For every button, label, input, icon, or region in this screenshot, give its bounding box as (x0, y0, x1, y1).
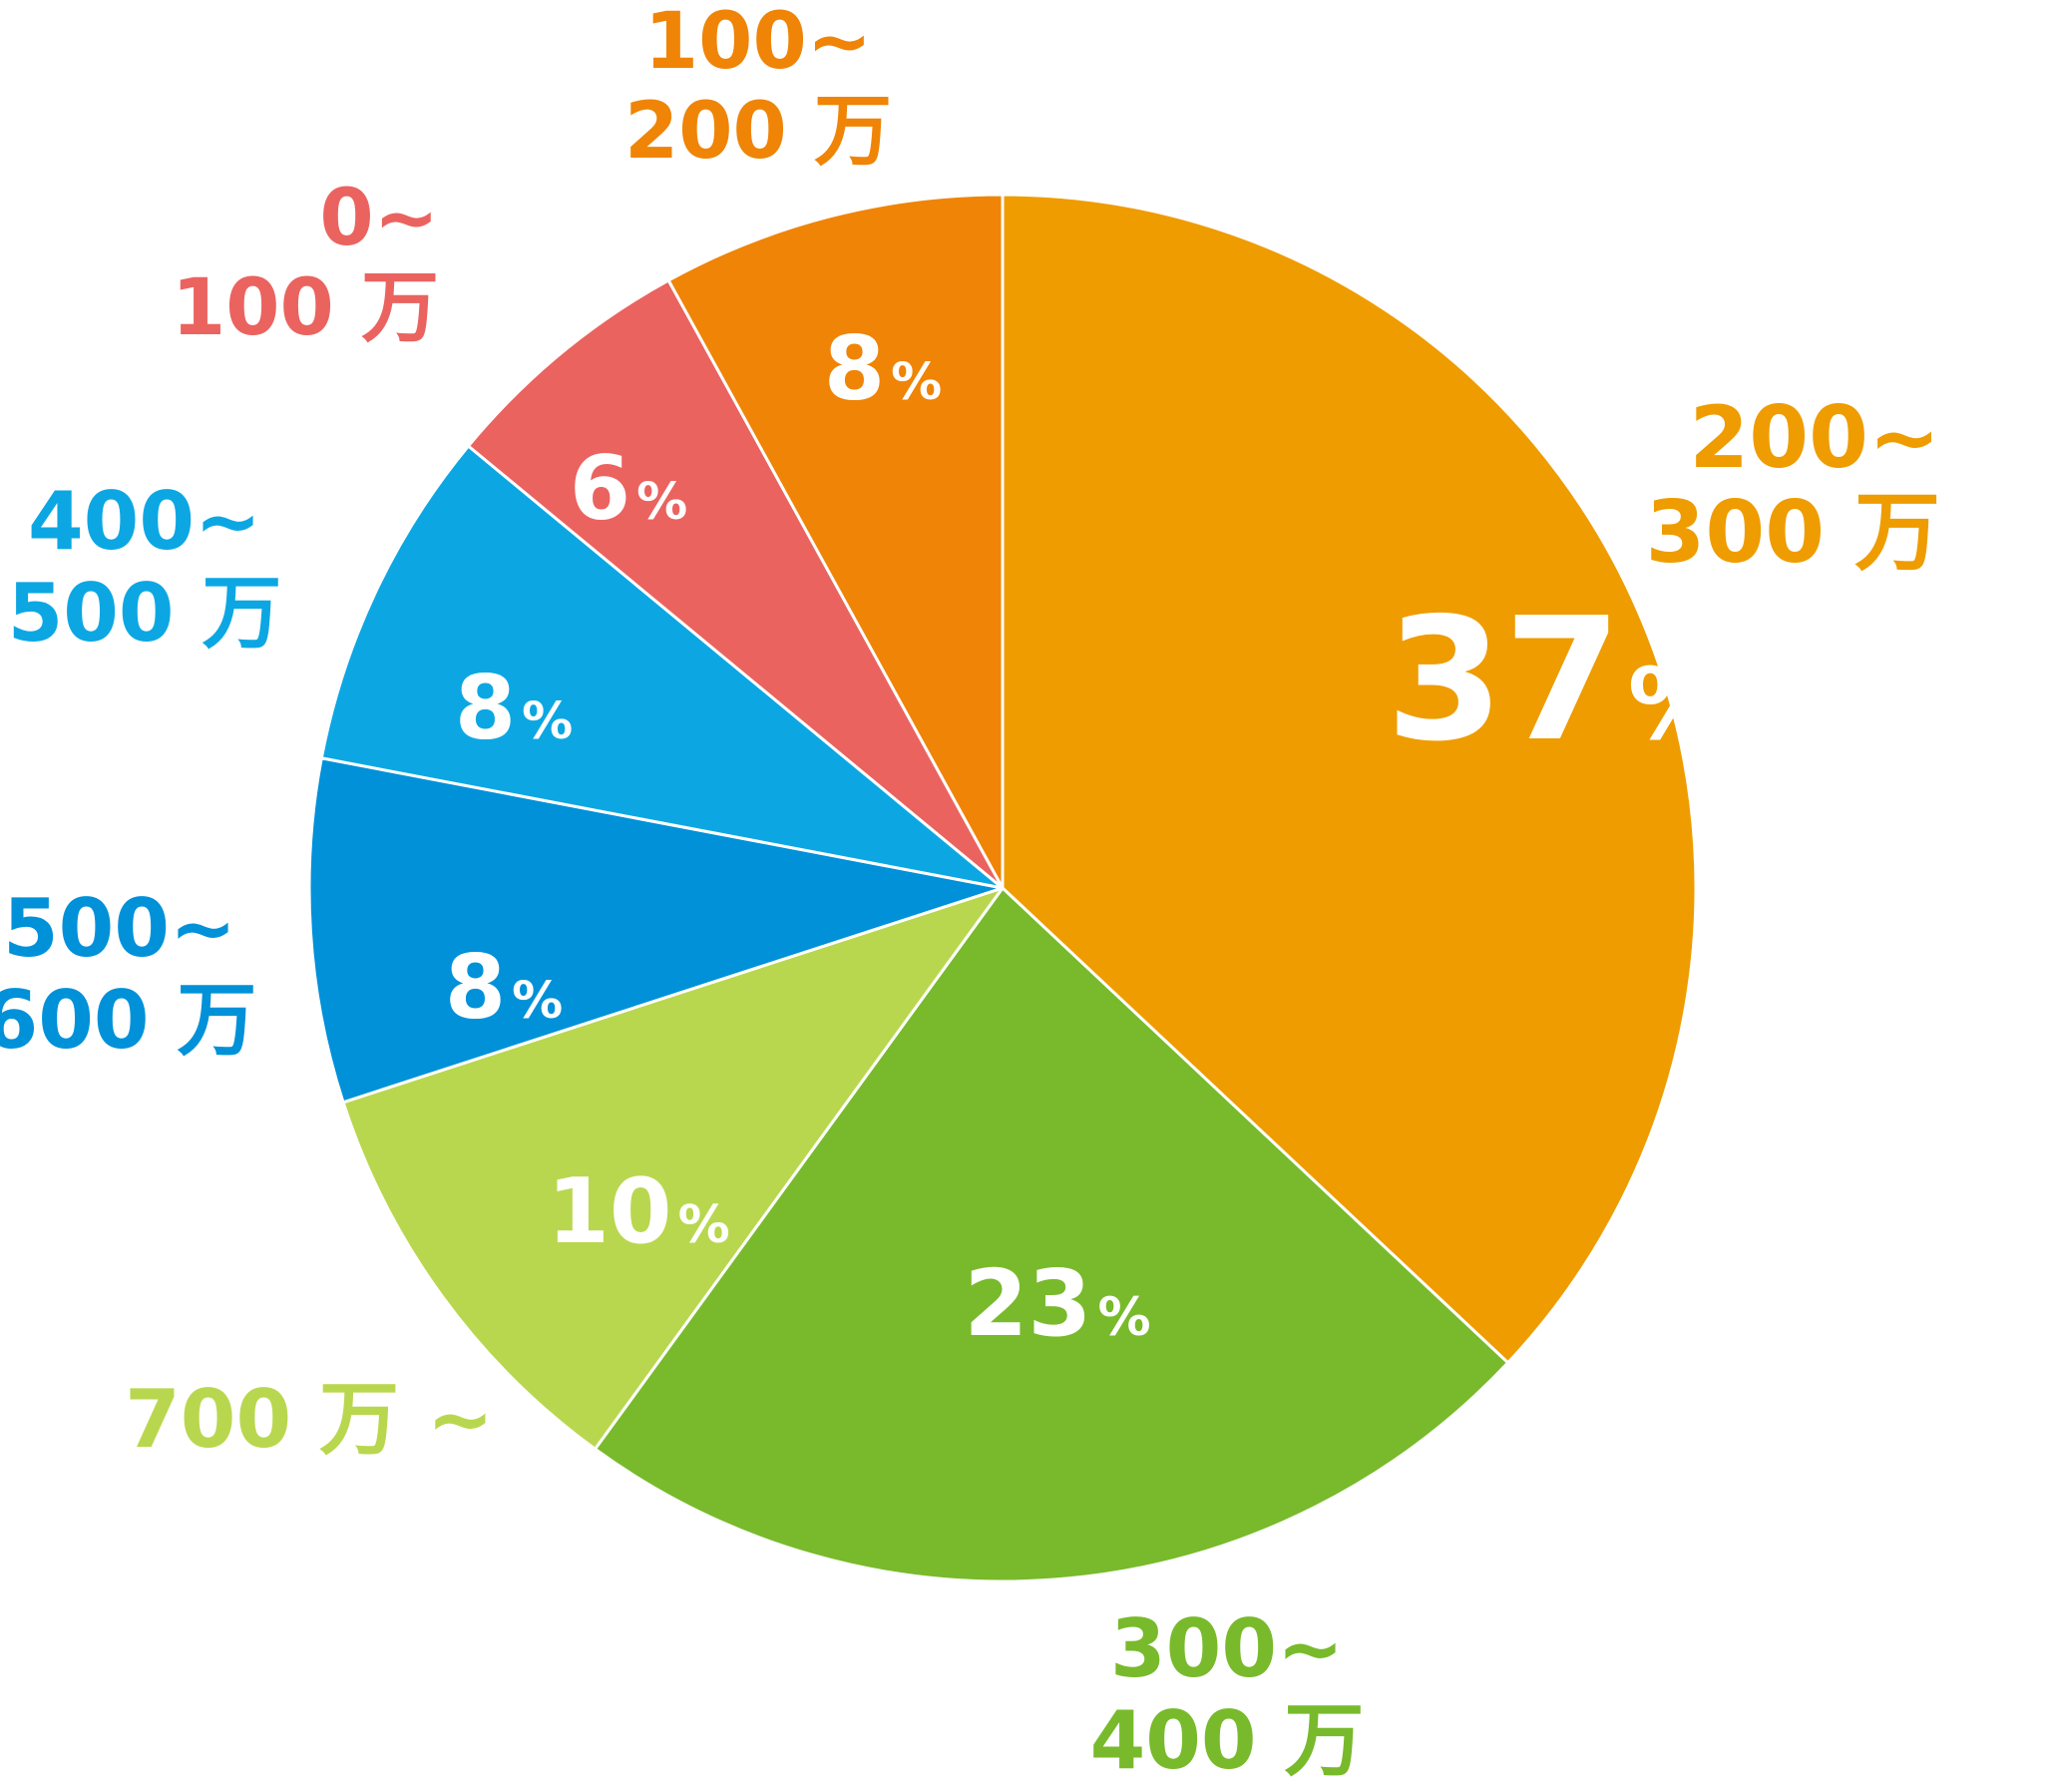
pie-slice (666, 193, 1005, 890)
slice-percentage-label: 8% (455, 657, 573, 759)
slice-percentage-label: 8% (824, 317, 942, 420)
pie-slice (466, 278, 1005, 890)
percentage-labels: 37% 23 % 10 % 8 % 8 % 6 % 8% (445, 317, 1727, 1357)
slice-percentage-label: 23% (964, 1250, 1150, 1357)
slice-percentage-label: 10% (547, 1159, 729, 1264)
pie-slices (307, 193, 1698, 1583)
slice-category-label: 400~ 500 万 (8, 475, 282, 660)
slice-category-label: 200~ 300 万 (1646, 388, 1940, 583)
pie-slice (319, 444, 1005, 890)
slice-percentage-label: 6% (570, 437, 687, 540)
slice-category-label: 300~ 400 万 (1090, 1602, 1365, 1787)
pie-slice (341, 886, 1005, 1451)
slice-category-label: 100~ 200 万 (624, 0, 892, 177)
pie-slice (1001, 193, 1698, 1365)
slice-category-label: 700 万 ~ (125, 1373, 494, 1466)
category-labels: 200~ 300 万 300~ 400 万 700 万 ~ 500~ 600 万 400~ 50… (0, 0, 1940, 1787)
slice-category-label: 500~ 600 万 (0, 882, 256, 1067)
slice-category-label: 0~ 100 万 (172, 174, 439, 353)
pie-slice (593, 886, 1510, 1583)
slice-percentage-label: 37% (1386, 582, 1727, 779)
slice-percentage-label: 8% (445, 936, 563, 1039)
pie-slice (307, 756, 1005, 1105)
